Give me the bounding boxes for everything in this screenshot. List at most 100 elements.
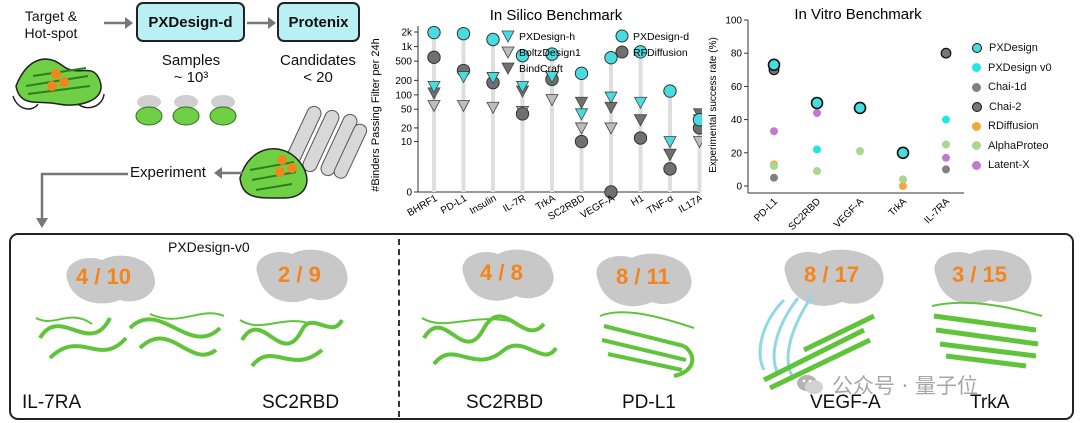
data-point (633, 131, 648, 145)
wechat-watermark: 公众号 · 量子位 (796, 370, 978, 400)
legend-item: AlphaProteo (972, 140, 1049, 152)
data-point (633, 96, 648, 110)
x-tick-label: VEGF-A (579, 193, 617, 221)
data-point (545, 71, 559, 84)
wechat-icon (797, 375, 823, 394)
y-tick-label: 1k (401, 42, 413, 53)
x-tick-label: IL17A (677, 193, 702, 216)
data-point (663, 162, 677, 176)
results-panel (9, 233, 1074, 420)
data-point (515, 80, 530, 94)
legend-marker (972, 43, 982, 53)
data-point (456, 100, 471, 113)
gray-target-blob (596, 253, 692, 307)
data-point (810, 96, 824, 110)
data-point (767, 58, 781, 72)
legend-marker (615, 45, 629, 59)
legend-item: Latent-X (972, 159, 1030, 171)
data-point (899, 182, 907, 190)
in-silico-chart: In Silico Benchmark #Binders Passing Fil… (370, 7, 702, 223)
legend-marker (972, 121, 981, 131)
target-protein-illustration (12, 58, 105, 110)
data-point (574, 96, 589, 110)
legend-label: Chai-1d (988, 81, 1027, 93)
legend-item: PXDesign (972, 42, 1038, 54)
legend-label: Latent-X (988, 159, 1030, 171)
pxdesign-d-step: PXDesign-d (136, 2, 245, 42)
sampled-structures-illustration (135, 95, 237, 126)
protenix-step: Protenix (277, 2, 360, 42)
success-fraction: 4 / 8 (480, 260, 523, 285)
data-point (813, 167, 821, 176)
data-point (486, 101, 500, 115)
data-point (604, 91, 618, 104)
y-tick-label: 50 (401, 105, 413, 116)
target-label-sc2rbd: SC2RBD (466, 392, 544, 413)
samples-label: Samples ~ 10³ (161, 52, 221, 86)
protein-ribbon (35, 312, 225, 360)
legend-marker (615, 29, 629, 43)
y-tick-label: 0 (406, 188, 412, 199)
data-point (574, 108, 589, 121)
x-tick-label: PD-L1 (439, 193, 469, 217)
data-point (942, 165, 950, 174)
success-fraction: 8 / 17 (804, 262, 860, 287)
y-tick-label: 10 (401, 137, 413, 148)
data-point (663, 148, 677, 162)
success-fraction: 3 / 15 (952, 262, 1008, 287)
data-point (813, 145, 821, 154)
gray-target-blob (462, 249, 554, 301)
y-tick-label: 80 (731, 49, 743, 60)
data-point (899, 175, 907, 184)
legend-marker (501, 62, 515, 75)
y-tick-label: 200 (395, 76, 412, 87)
experiment-label: Experiment (130, 164, 206, 181)
data-point (427, 25, 441, 40)
data-point (427, 50, 441, 65)
arrow-right-icon (104, 17, 133, 29)
legend-item: Chai-1d (972, 81, 1027, 93)
data-point (692, 113, 702, 127)
target-label-il-7ra: IL-7RA (22, 392, 82, 413)
arrow-down-icon (36, 172, 128, 228)
gray-target-blob (256, 249, 348, 303)
x-tick-label: SC2RBD (787, 196, 823, 232)
data-point (604, 101, 618, 115)
candidates-label: Candidates < 20 (280, 52, 356, 86)
legend-label: RFDiffusion (633, 47, 688, 59)
x-tick-label: TrkA (887, 196, 910, 219)
legend-label: Chai-2 (989, 100, 1022, 113)
data-point (770, 127, 778, 136)
protein-ribbon (758, 295, 876, 390)
x-tick-label: H1 (629, 193, 646, 209)
legend-label: PXDesign-h (519, 31, 575, 43)
y-tick-label: 100 (725, 16, 742, 27)
data-point (856, 147, 864, 156)
data-point (770, 173, 778, 182)
arrow-left-icon (214, 167, 243, 179)
success-fraction: 2 / 9 (278, 262, 321, 287)
data-point (896, 146, 910, 160)
data-point (853, 101, 867, 115)
y-tick-label: 0 (736, 182, 742, 193)
legend-marker (501, 46, 515, 59)
pxdesign-d-label: PXDesign-d (148, 13, 233, 31)
protein-ribbon (599, 311, 695, 378)
protein-ribbon (239, 318, 344, 368)
legend-marker (972, 160, 981, 170)
gray-target-blob (66, 255, 156, 304)
data-point (663, 136, 677, 149)
legend-item: Chai-2 (972, 101, 1021, 113)
success-fraction: 4 / 10 (76, 264, 132, 289)
in-vitro-chart: In Vitro Benchmark Experimental success … (708, 6, 964, 232)
data-point (663, 84, 677, 98)
y-tick-label: 60 (731, 82, 743, 93)
legend-label: AlphaProteo (988, 139, 1049, 152)
protenix-label: Protenix (288, 13, 349, 31)
data-point (427, 80, 441, 94)
data-point (545, 47, 559, 61)
protein-ribbon (421, 314, 558, 366)
data-point (515, 48, 530, 63)
in-vitro-ylabel: Experimental success rate (%) (708, 37, 719, 173)
x-tick-label: VEGF-A (832, 196, 866, 230)
